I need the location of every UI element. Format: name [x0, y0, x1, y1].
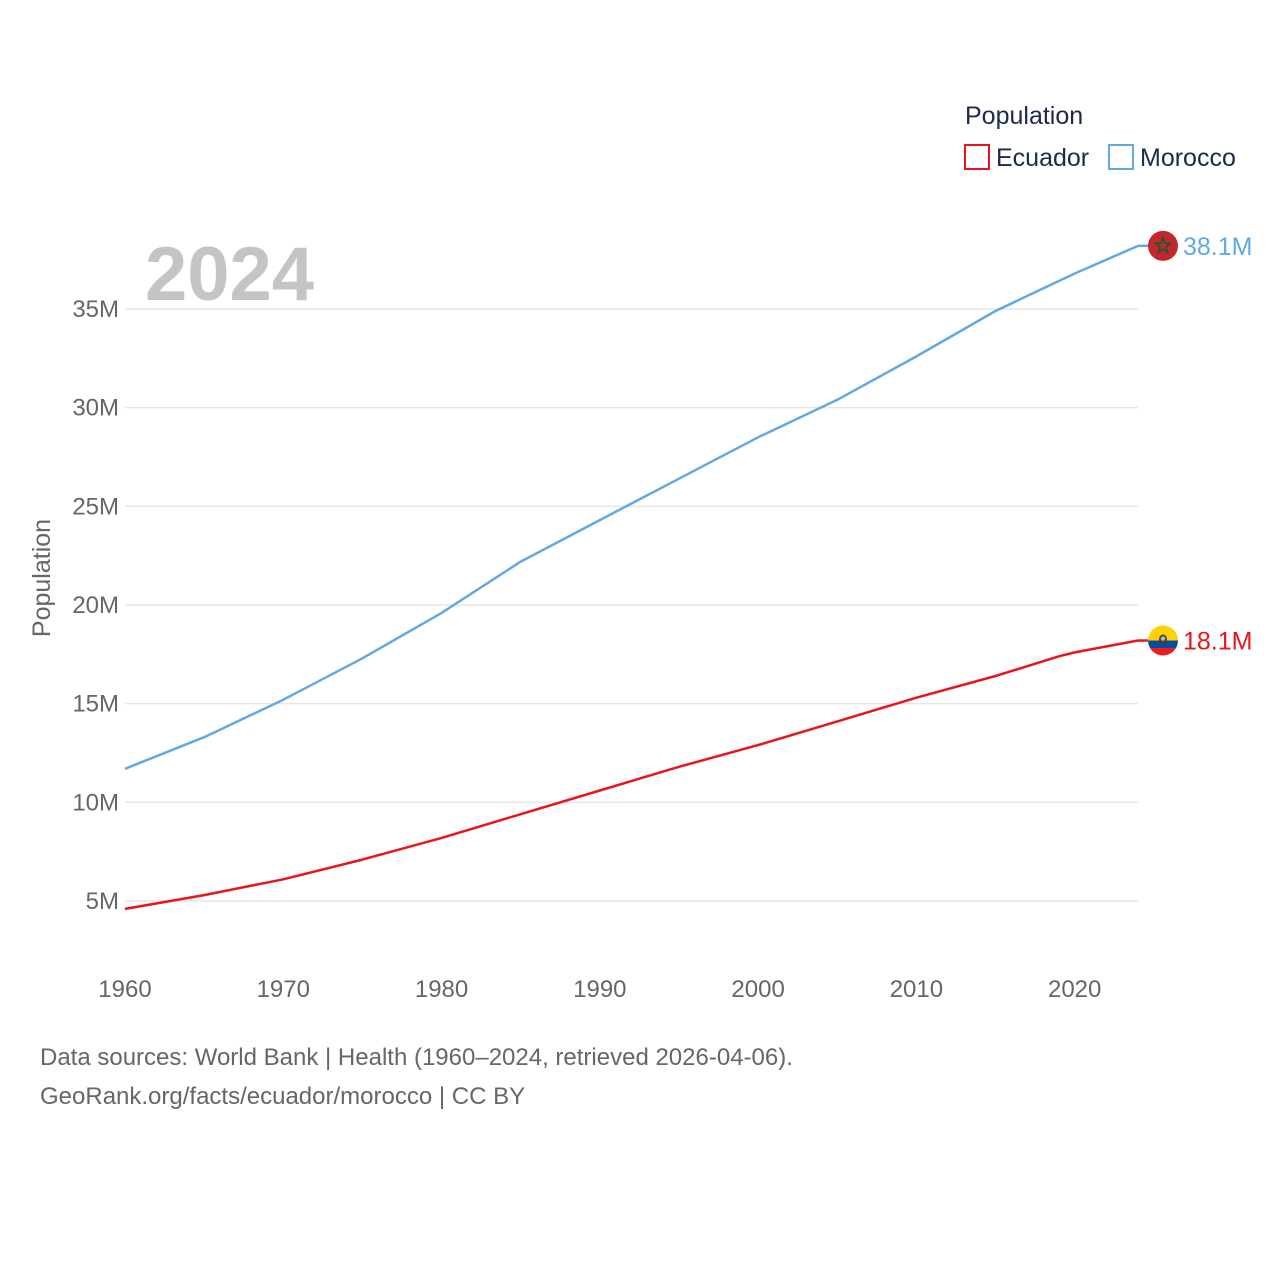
x-tick-label: 2010	[890, 976, 943, 1003]
x-tick-label: 2000	[731, 976, 784, 1003]
series-lines	[124, 244, 1139, 911]
y-axis-ticks: 5M 10M 15M 20M 25M 30M 35M	[72, 296, 119, 915]
y-tick-label: 10M	[72, 789, 119, 816]
y-tick-label: 20M	[72, 592, 119, 619]
x-axis-ticks: 1960 1970 1980 1990 2000 2010 2020	[98, 976, 1101, 1003]
series-line-ecuador	[124, 639, 1139, 911]
legend-label-morocco: Morocco	[1140, 144, 1236, 172]
y-tick-label: 30M	[72, 395, 119, 422]
y-tick-label: 5M	[86, 888, 119, 915]
end-value-label-morocco: 38.1M	[1183, 233, 1252, 261]
legend-swatch-morocco	[1108, 144, 1134, 170]
legend-title: Population	[965, 102, 1083, 130]
legend-swatch-ecuador	[964, 144, 990, 170]
x-tick-label: 1970	[257, 976, 310, 1003]
source-note: Data sources: World Bank | Health (1960–…	[40, 1044, 793, 1071]
source-url[interactable]: GeoRank.org/facts/ecuador/morocco | CC B…	[40, 1083, 526, 1110]
end-value-label-ecuador: 18.1M	[1183, 628, 1252, 656]
y-tick-label: 25M	[72, 493, 119, 520]
legend-item-ecuador[interactable]: Ecuador	[964, 144, 1089, 172]
population-line-chart: 5M 10M 15M 20M 25M 30M 35M 1960 1970 1980 1990 200…	[28, 102, 1252, 1003]
x-tick-label: 1960	[98, 976, 151, 1003]
y-tick-label: 35M	[72, 296, 119, 323]
current-year-label: 2024	[145, 232, 314, 317]
y-tick-label: 15M	[72, 691, 119, 718]
ecuador-flag-icon	[1148, 625, 1178, 656]
legend: Population Ecuador Morocco	[964, 102, 1236, 172]
legend-item-morocco[interactable]: Morocco	[1108, 144, 1236, 172]
legend-label-ecuador: Ecuador	[996, 144, 1089, 172]
x-tick-label: 2020	[1048, 976, 1101, 1003]
morocco-flag-icon	[1148, 230, 1178, 261]
x-tick-label: 1990	[573, 976, 626, 1003]
series-end-markers: 18.1M 38.1M	[1138, 230, 1252, 656]
x-tick-label: 1980	[415, 976, 468, 1003]
series-line-morocco	[124, 244, 1139, 770]
y-axis-label: Population	[28, 519, 56, 637]
gridlines	[125, 308, 1138, 902]
